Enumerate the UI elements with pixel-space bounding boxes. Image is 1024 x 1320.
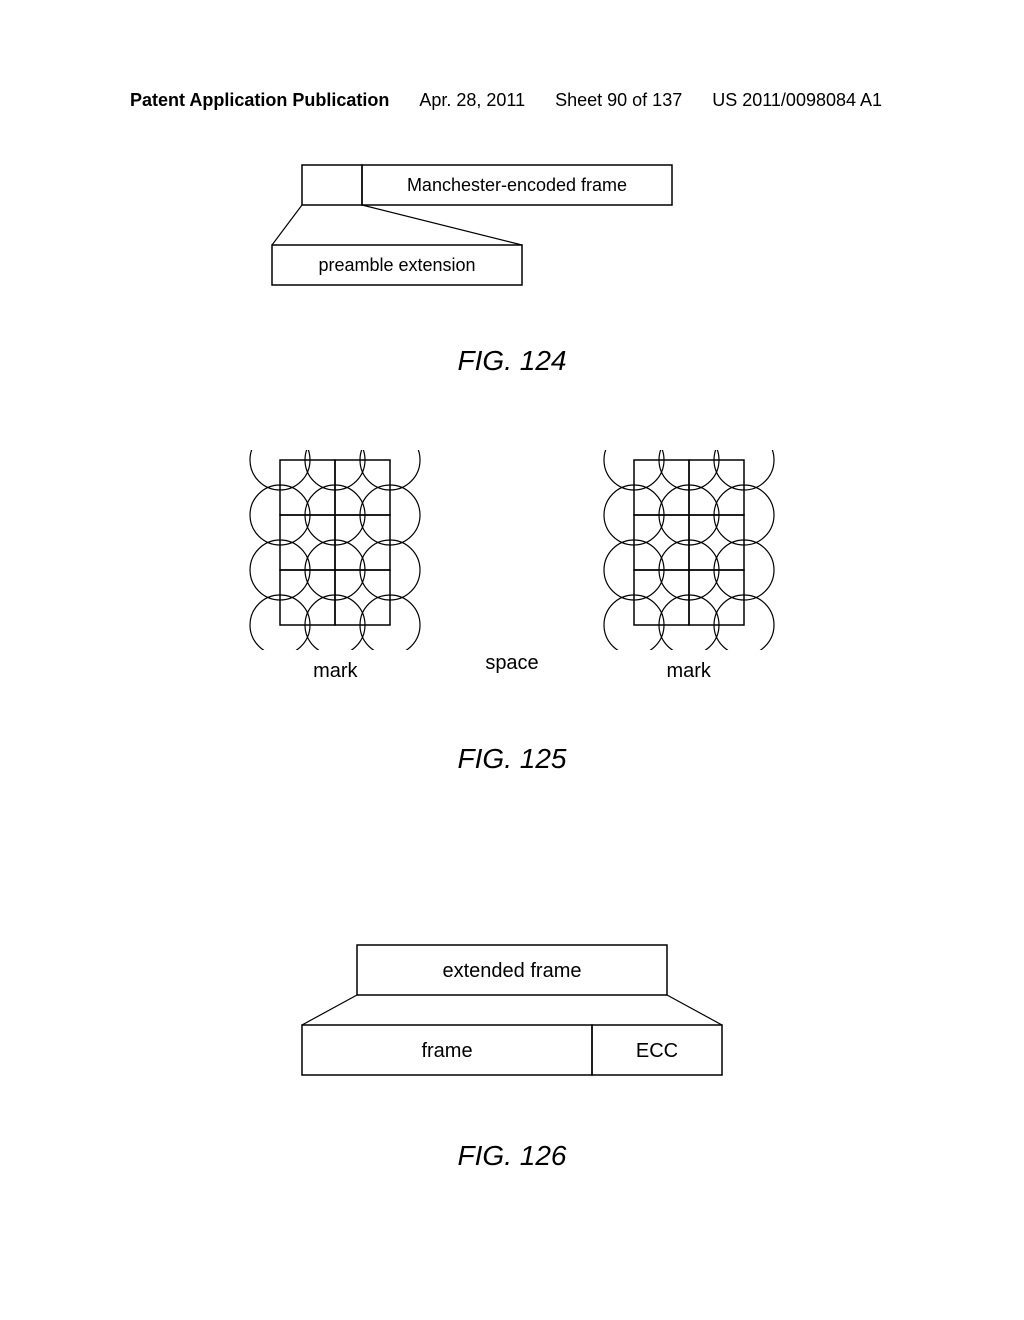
space-caption: space xyxy=(485,652,538,675)
svg-text:ECC: ECC xyxy=(636,1040,678,1062)
figure-125-space: space xyxy=(485,652,538,683)
figure-124: Manchester-encoded frame preamble extensi… xyxy=(0,160,1024,377)
figure-125-mark-right: mark xyxy=(599,450,779,683)
figure-124-svg: Manchester-encoded frame preamble extensi… xyxy=(262,160,762,300)
sheet-number: Sheet 90 of 137 xyxy=(555,90,682,111)
figure-125-mark-left: mark xyxy=(245,450,425,683)
figure-125: mark space mark FIG. 125 xyxy=(0,450,1024,775)
page-header: Patent Application Publication Apr. 28, … xyxy=(130,90,894,111)
publication-label: Patent Application Publication xyxy=(130,90,389,111)
svg-text:frame: frame xyxy=(421,1040,472,1062)
mark-left-caption: mark xyxy=(313,660,357,683)
mark-pattern-right xyxy=(599,450,779,650)
document-number: US 2011/0098084 A1 xyxy=(712,90,882,111)
svg-text:preamble extension: preamble extension xyxy=(318,255,475,275)
mark-pattern-left xyxy=(245,450,425,650)
mark-right-caption: mark xyxy=(666,660,710,683)
svg-text:Manchester-encoded frame: Manchester-encoded frame xyxy=(407,175,627,195)
figure-125-label: FIG. 125 xyxy=(0,743,1024,775)
figure-126-svg: extended frame frame ECC xyxy=(262,940,762,1090)
figure-124-label: FIG. 124 xyxy=(0,345,1024,377)
figure-126-label: FIG. 126 xyxy=(0,1140,1024,1172)
figure-126: extended frame frame ECC FIG. 126 xyxy=(0,940,1024,1172)
publication-date: Apr. 28, 2011 xyxy=(419,90,525,111)
svg-text:extended frame: extended frame xyxy=(443,960,582,982)
